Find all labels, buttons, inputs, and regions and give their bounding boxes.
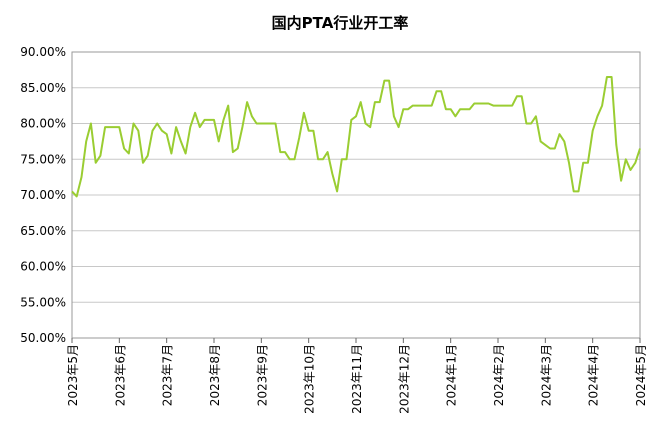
x-tick-label: 2024年3月 [539, 344, 553, 406]
y-tick-label: 65.00% [20, 224, 66, 238]
y-tick-label: 50.00% [20, 331, 66, 345]
x-tick-label: 2024年1月 [445, 344, 459, 406]
y-tick-label: 85.00% [20, 81, 66, 95]
x-tick-label: 2024年2月 [492, 344, 506, 406]
y-tick-label: 80.00% [20, 117, 66, 131]
x-tick-label: 2024年5月 [634, 344, 648, 406]
y-tick-label: 70.00% [20, 188, 66, 202]
x-tick-label: 2023年11月 [350, 344, 364, 414]
y-tick-label: 75.00% [20, 152, 66, 166]
y-tick-label: 55.00% [20, 295, 66, 309]
chart-title: 国内PTA行业开工率 [272, 14, 409, 32]
x-tick-label: 2023年12月 [397, 344, 411, 414]
x-tick-label: 2023年5月 [66, 344, 80, 406]
line-series [71, 76, 641, 198]
x-tick-label: 2023年8月 [208, 344, 222, 406]
y-tick-label: 60.00% [20, 260, 66, 274]
x-tick-label: 2023年9月 [255, 344, 269, 406]
y-tick-label: 90.00% [20, 45, 66, 59]
x-tick-label: 2023年6月 [113, 344, 127, 406]
x-tick-label: 2023年10月 [303, 344, 317, 414]
x-tick-label: 2023年7月 [161, 344, 175, 406]
x-tick-label: 2024年4月 [587, 344, 601, 406]
